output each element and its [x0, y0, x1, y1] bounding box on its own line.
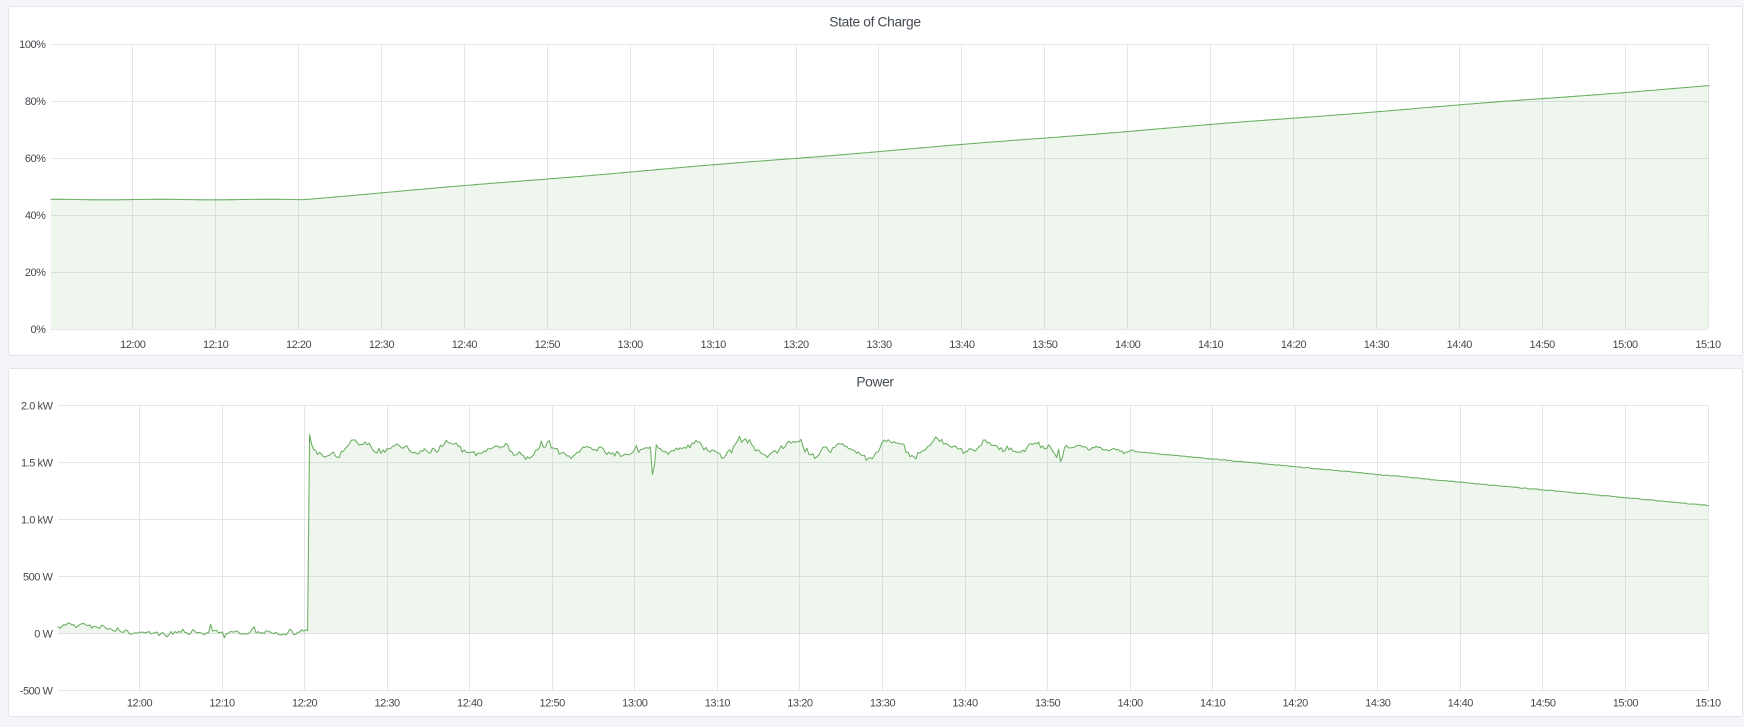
svg-text:12:00: 12:00 — [127, 697, 153, 709]
svg-text:60%: 60% — [25, 153, 46, 165]
svg-text:13:20: 13:20 — [783, 339, 809, 351]
svg-text:0%: 0% — [31, 324, 47, 336]
svg-text:0 W: 0 W — [34, 628, 53, 640]
svg-text:13:30: 13:30 — [870, 697, 896, 709]
svg-text:500 W: 500 W — [23, 571, 54, 583]
svg-text:-500 W: -500 W — [20, 685, 54, 697]
svg-text:14:50: 14:50 — [1530, 697, 1556, 709]
svg-text:15:00: 15:00 — [1613, 697, 1639, 709]
svg-text:12:20: 12:20 — [292, 697, 318, 709]
svg-text:14:20: 14:20 — [1283, 697, 1309, 709]
svg-text:12:10: 12:10 — [203, 339, 229, 351]
svg-text:14:20: 14:20 — [1281, 339, 1307, 351]
svg-text:14:00: 14:00 — [1115, 339, 1141, 351]
svg-text:14:10: 14:10 — [1198, 339, 1224, 351]
svg-text:12:30: 12:30 — [374, 697, 400, 709]
svg-text:14:30: 14:30 — [1364, 339, 1390, 351]
svg-text:1.0 kW: 1.0 kW — [21, 514, 54, 526]
svg-text:12:30: 12:30 — [369, 339, 395, 351]
svg-text:13:00: 13:00 — [618, 339, 644, 351]
svg-text:State of Charge: State of Charge — [829, 14, 921, 29]
svg-text:100%: 100% — [19, 39, 46, 51]
svg-text:2.0 kW: 2.0 kW — [21, 400, 54, 412]
svg-text:12:50: 12:50 — [540, 697, 566, 709]
svg-text:13:40: 13:40 — [949, 339, 975, 351]
svg-text:12:20: 12:20 — [286, 339, 312, 351]
svg-text:14:40: 14:40 — [1447, 339, 1473, 351]
svg-text:12:10: 12:10 — [209, 697, 235, 709]
svg-text:12:40: 12:40 — [452, 339, 478, 351]
svg-text:14:00: 14:00 — [1117, 697, 1143, 709]
svg-text:Power: Power — [856, 374, 894, 389]
svg-text:13:50: 13:50 — [1035, 697, 1061, 709]
svg-text:80%: 80% — [25, 96, 46, 108]
svg-text:40%: 40% — [25, 210, 46, 222]
svg-text:12:00: 12:00 — [120, 339, 146, 351]
svg-text:12:50: 12:50 — [535, 339, 561, 351]
svg-text:13:10: 13:10 — [705, 697, 731, 709]
svg-text:12:40: 12:40 — [457, 697, 483, 709]
svg-text:14:50: 14:50 — [1530, 339, 1556, 351]
svg-text:13:00: 13:00 — [622, 697, 648, 709]
svg-text:14:40: 14:40 — [1448, 697, 1474, 709]
svg-text:15:10: 15:10 — [1695, 697, 1721, 709]
svg-text:15:10: 15:10 — [1695, 339, 1721, 351]
svg-text:14:10: 14:10 — [1200, 697, 1226, 709]
svg-text:20%: 20% — [25, 267, 46, 279]
svg-text:13:40: 13:40 — [952, 697, 978, 709]
svg-text:13:50: 13:50 — [1032, 339, 1058, 351]
svg-text:1.5 kW: 1.5 kW — [21, 457, 54, 469]
svg-text:13:10: 13:10 — [701, 339, 727, 351]
svg-text:15:00: 15:00 — [1612, 339, 1638, 351]
svg-text:13:30: 13:30 — [866, 339, 892, 351]
svg-text:14:30: 14:30 — [1365, 697, 1391, 709]
svg-text:13:20: 13:20 — [787, 697, 813, 709]
